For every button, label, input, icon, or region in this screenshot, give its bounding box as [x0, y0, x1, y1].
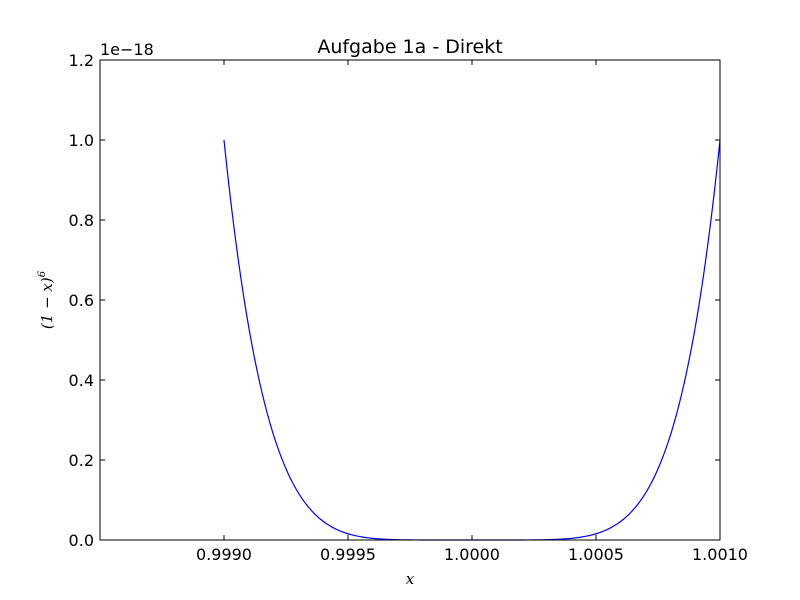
y-tick-label: 1.0 [69, 131, 94, 150]
y-tick-label: 0.0 [69, 531, 94, 550]
y-tick-label: 0.8 [69, 211, 94, 230]
y-tick-label: 1.2 [69, 51, 94, 70]
y-tick-label: 0.4 [69, 371, 94, 390]
x-tick-label: 1.0005 [568, 545, 624, 564]
x-tick-label: 0.9990 [196, 545, 252, 564]
x-axis-label: x [406, 570, 415, 588]
plot-area-frame [99, 59, 721, 541]
x-tick-label: 1.0010 [692, 545, 748, 564]
y-tick-label: 0.2 [69, 451, 94, 470]
y-axis-label: (1 − x)6 [37, 270, 56, 329]
y-offset-label: 1e−18 [100, 40, 154, 59]
y-tick-label: 0.6 [69, 291, 94, 310]
ticks-layer: 0.9990 0.9995 1.0000 1.0005 1.0010 0.0 0.2 0.4 0… [69, 51, 748, 564]
y-axis-label-base: (1 − x) [38, 277, 56, 329]
chart-title: Aufgabe 1a - Direkt [317, 36, 502, 58]
x-tick-label: 1.0000 [444, 545, 500, 564]
x-tick-label: 0.9995 [320, 545, 376, 564]
y-axis-label-exponent: 6 [37, 270, 48, 277]
